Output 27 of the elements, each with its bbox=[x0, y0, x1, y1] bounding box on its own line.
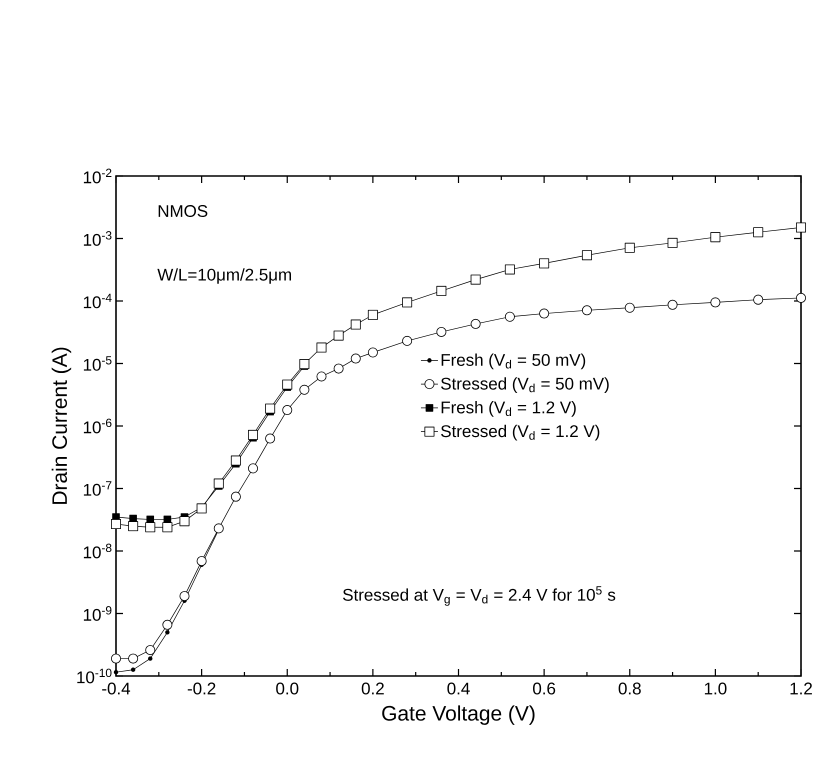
y-tick-label: 10$^{-2}$ bbox=[84, 168, 112, 184]
legend-label: Stressed (V$_{d}$ = 1.2 V) bbox=[441, 424, 600, 441]
annotation: NMOS bbox=[158, 205, 208, 218]
y-tick-label: 10$^{-5}$ bbox=[84, 356, 112, 371]
x-tick-label: 0.0 bbox=[276, 682, 298, 695]
x-tick-label: 0.8 bbox=[618, 682, 641, 695]
y-tick-label: 10$^{-4}$ bbox=[84, 294, 112, 308]
x-tick-label: 1.0 bbox=[704, 682, 726, 695]
x-tick-label: 0.6 bbox=[533, 682, 556, 695]
x-tick-label: 0.2 bbox=[362, 682, 384, 695]
annotation: W/L=10μm/2.5μm bbox=[157, 268, 292, 284]
legend-label: Fresh (V$_{d}$ = 1.2 V) bbox=[442, 401, 576, 417]
y-tick-label: 10$^{-7}$ bbox=[84, 481, 112, 496]
legend-label: Fresh (V$_{d}$ = 50 mV) bbox=[442, 354, 586, 370]
annotation: Stressed at V$_{g}$ = V$_{d}$ = 2.4 V for 10$^{5}$ s bbox=[343, 586, 616, 606]
y-tick-label: 10$^{-10}$ bbox=[77, 668, 112, 684]
x-tick-label: 0.4 bbox=[447, 682, 470, 695]
y-tick-label: 10$^{-6}$ bbox=[84, 418, 112, 434]
x-axis-title: Gate Voltage (V) bbox=[382, 705, 535, 725]
y-tick-label: 10$^{-9}$ bbox=[84, 606, 112, 621]
y-axis-title: Drain Current (A) bbox=[52, 348, 72, 504]
x-tick-label: -0.2 bbox=[188, 682, 216, 695]
x-tick-label: 1.2 bbox=[790, 682, 812, 694]
y-tick-label: 10$^{-3}$ bbox=[84, 231, 112, 246]
y-tick-label: 10$^{-8}$ bbox=[84, 544, 112, 558]
x-tick-label: -0.4 bbox=[102, 682, 130, 695]
legend-label: Stressed (V$_{d}$ = 50 mV) bbox=[441, 377, 609, 394]
